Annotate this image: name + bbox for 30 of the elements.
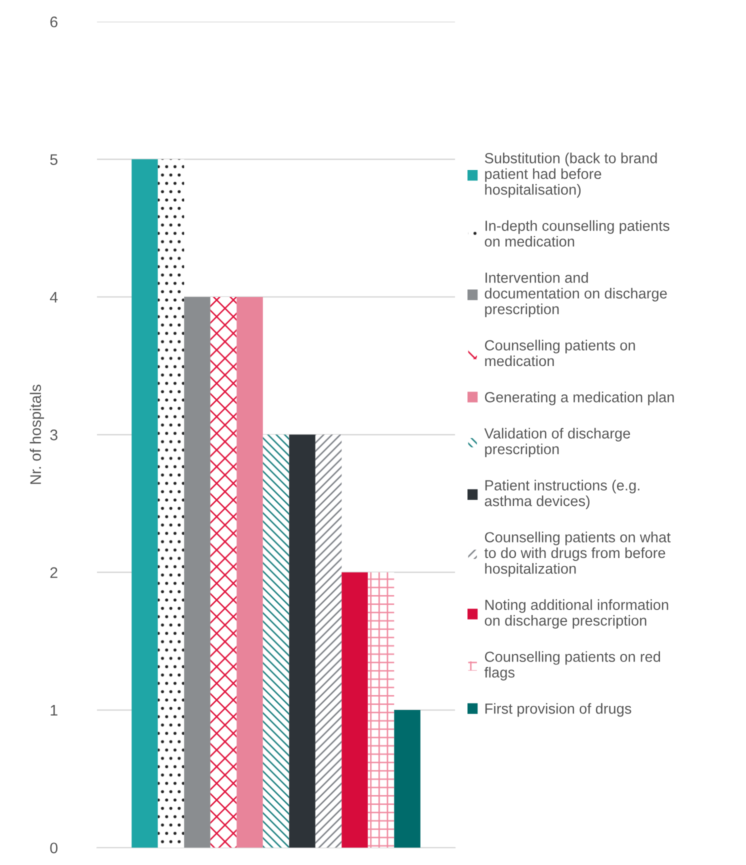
legend-label: Noting additional information on discharge prescription <box>484 599 668 629</box>
bar <box>184 296 210 848</box>
legend-label: First provision of drugs <box>485 703 632 717</box>
y-tick-label: 0 <box>50 842 58 854</box>
bar <box>236 296 263 848</box>
legend-label: Counselling patients on what to do with drugs from before hospitalization <box>484 532 671 577</box>
bar <box>210 296 237 848</box>
legend-label: Validation of discharge prescription <box>484 428 630 458</box>
bar <box>342 572 368 848</box>
legend-label: Substitution (back to brand patient had before hospitalisation) <box>484 152 657 198</box>
legend-label: Intervention and documentation on discharge prescription <box>484 272 667 318</box>
legend-label: Patient instructions (e.g. asthma devices) <box>484 480 640 510</box>
y-tick-label: 4 <box>50 292 58 303</box>
y-tick-label: 5 <box>50 154 58 165</box>
y-tick-label: 1 <box>50 705 58 716</box>
y-tick-label: 2 <box>50 567 58 578</box>
y-tick-label: 3 <box>50 430 58 440</box>
y-tick-label: 6 <box>50 16 58 28</box>
y-axis-title: Nr. of hospitals <box>30 384 44 484</box>
legend-label: Counselling patients on red flags <box>484 651 660 680</box>
legend-label: In-depth counselling patients on medication <box>484 220 670 247</box>
bar <box>315 434 342 848</box>
bar <box>158 159 184 848</box>
legend-label: Counselling patients on medication <box>484 340 635 366</box>
bar <box>394 710 420 848</box>
legend-label: Generating a medication plan <box>484 392 674 406</box>
bar <box>132 159 158 848</box>
bar <box>368 572 394 848</box>
bar <box>289 434 316 848</box>
bar <box>262 434 290 848</box>
